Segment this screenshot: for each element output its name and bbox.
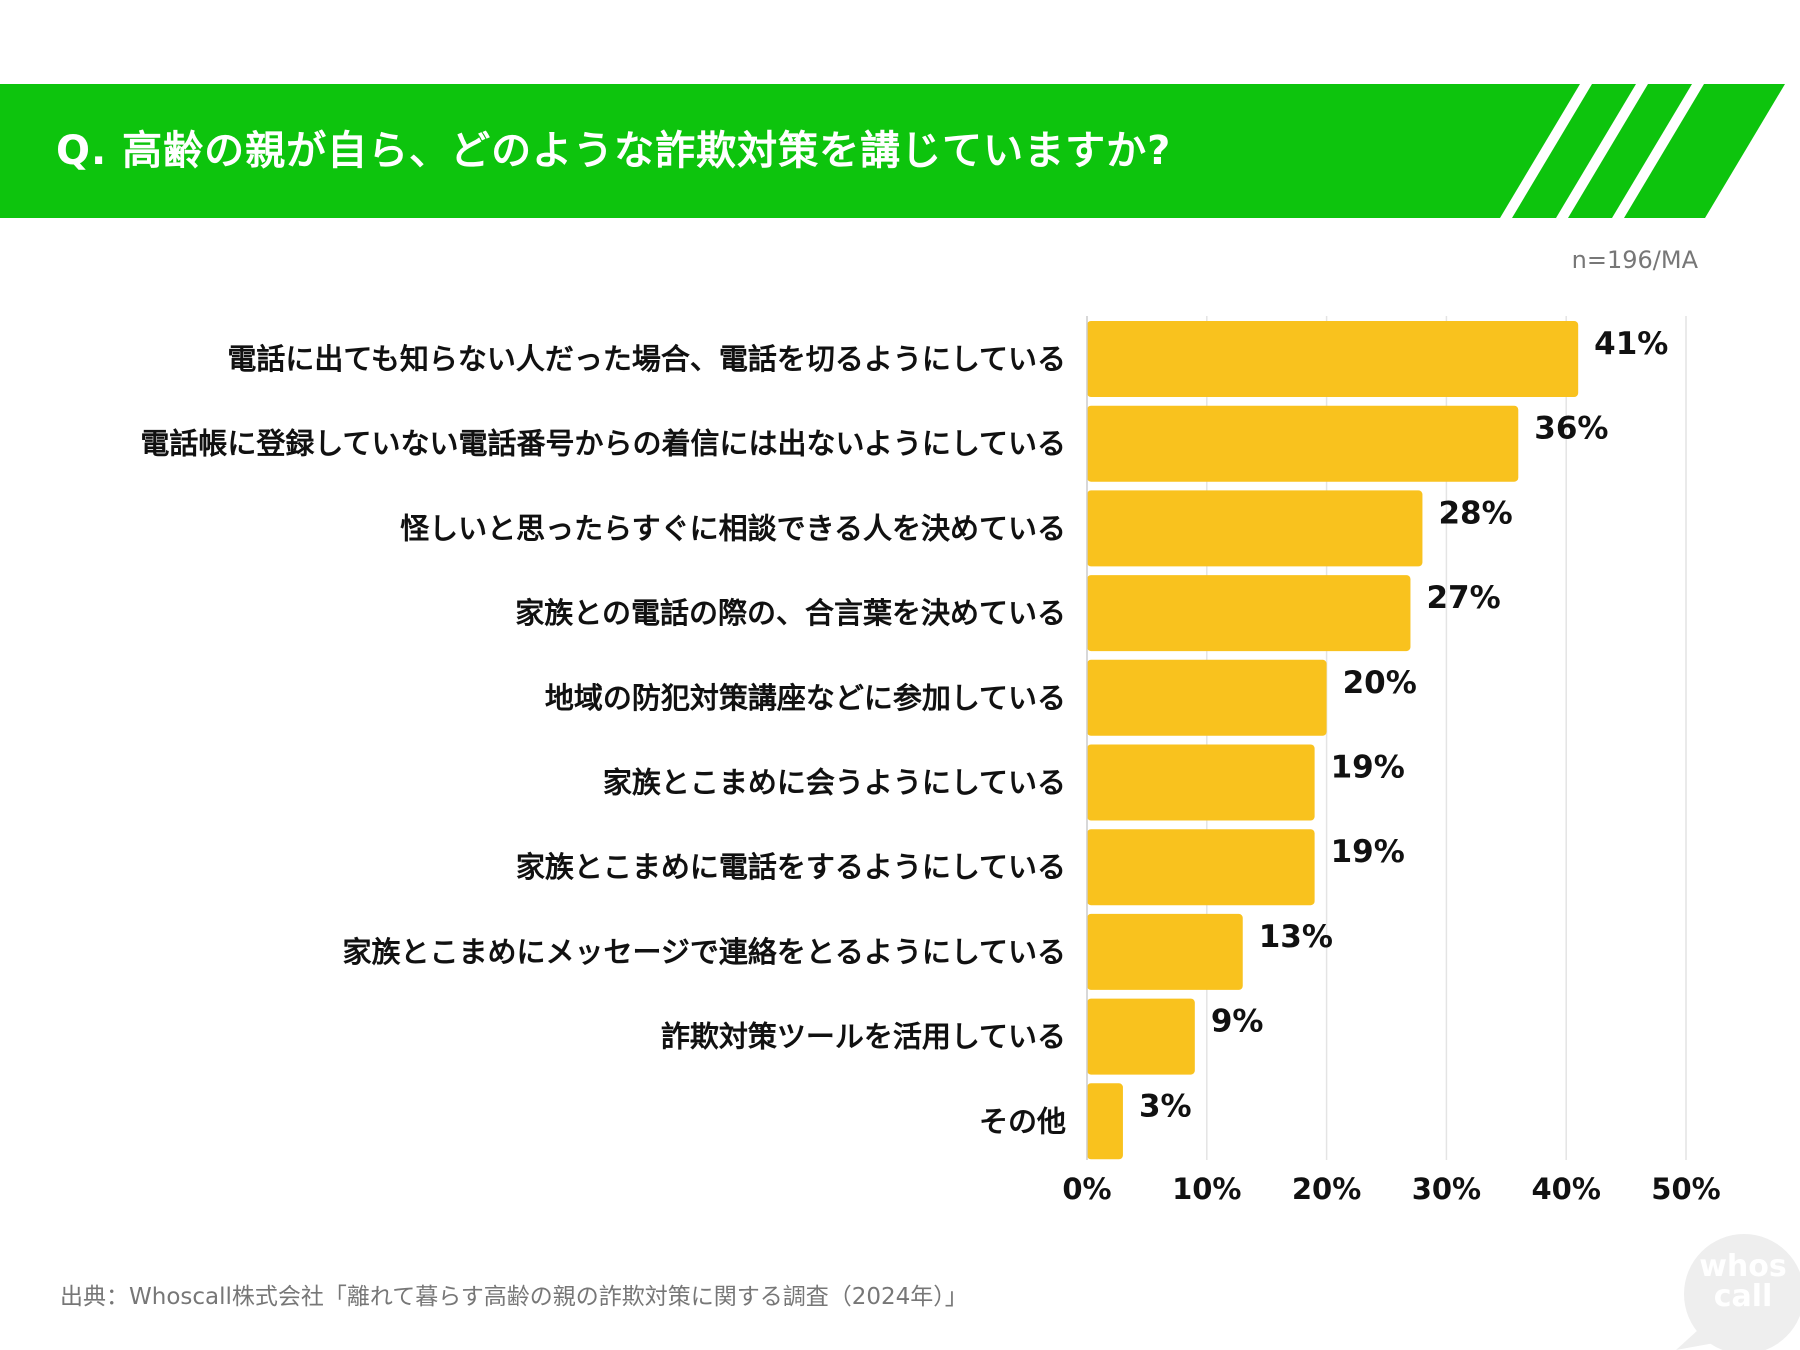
x-tick-label: 20% bbox=[1292, 1172, 1361, 1206]
banner-stripe-2 bbox=[1568, 84, 1692, 218]
data-label: 19% bbox=[1331, 750, 1405, 786]
data-label: 9% bbox=[1211, 1004, 1264, 1040]
category-label: 家族との電話の際の、合言葉を決めている bbox=[515, 596, 1066, 630]
category-label: 家族とこまめにメッセージで連絡をとるようにしている bbox=[342, 935, 1066, 969]
bar bbox=[1087, 490, 1423, 567]
logo-text-line1: whos bbox=[1699, 1249, 1787, 1284]
data-label: 36% bbox=[1534, 411, 1608, 447]
data-label: 28% bbox=[1438, 495, 1512, 531]
banner-stripe-1 bbox=[1512, 84, 1636, 218]
banner-main-shape bbox=[0, 84, 1580, 218]
logo-text: whos call bbox=[1688, 1252, 1798, 1312]
category-label: 電話に出ても知らない人だった場合、電話を切るようにしている bbox=[227, 342, 1066, 376]
bar bbox=[1087, 1083, 1123, 1160]
x-tick-label: 40% bbox=[1531, 1172, 1600, 1206]
bar bbox=[1087, 829, 1315, 906]
whoscall-logo: whos call bbox=[1668, 1222, 1800, 1350]
data-label: 27% bbox=[1426, 580, 1500, 616]
bar bbox=[1087, 575, 1411, 652]
bar bbox=[1087, 998, 1195, 1075]
category-label: その他 bbox=[979, 1104, 1066, 1138]
bar bbox=[1087, 321, 1579, 397]
banner-stripe-3 bbox=[1624, 84, 1785, 218]
x-tick-label: 50% bbox=[1651, 1172, 1720, 1206]
category-label: 家族とこまめに会うようにしている bbox=[603, 766, 1066, 800]
page-title: Q. 高齢の親が自ら、どのような詐欺対策を講じていますか? bbox=[56, 128, 1172, 174]
x-tick-label: 10% bbox=[1172, 1172, 1241, 1206]
data-label: 20% bbox=[1343, 665, 1417, 701]
category-label: 電話帳に登録していない電話番号からの着信には出ないようにしている bbox=[140, 427, 1066, 461]
bar bbox=[1087, 659, 1327, 736]
data-label: 13% bbox=[1259, 919, 1333, 955]
bar bbox=[1087, 405, 1519, 482]
logo-text-line2: call bbox=[1713, 1279, 1773, 1314]
category-label: 怪しいと思ったらすぐに相談できる人を決めている bbox=[400, 511, 1066, 545]
category-label: 詐欺対策ツールを活用している bbox=[661, 1020, 1066, 1054]
bar-chart: 電話に出ても知らない人だった場合、電話を切るようにしている 41% 電話帳に登録して… bbox=[140, 316, 1721, 1206]
data-label: 41% bbox=[1594, 326, 1668, 362]
data-label: 19% bbox=[1331, 834, 1405, 870]
bar bbox=[1087, 744, 1315, 821]
x-tick-label: 0% bbox=[1062, 1172, 1111, 1206]
logo-bubble-icon bbox=[1676, 1234, 1800, 1350]
sample-size-note: n=196/MA bbox=[1571, 246, 1698, 274]
banner-background bbox=[0, 84, 1785, 218]
category-label: 家族とこまめに電話をするようにしている bbox=[516, 850, 1066, 884]
source-citation: 出典：Whoscall株式会社「離れて暮らす高齢の親の詐欺対策に関する調査（20… bbox=[60, 1284, 968, 1310]
x-tick-label: 30% bbox=[1412, 1172, 1481, 1206]
data-label: 3% bbox=[1139, 1088, 1192, 1124]
category-label: 地域の防犯対策講座などに参加している bbox=[545, 681, 1066, 715]
bar bbox=[1087, 913, 1243, 990]
title-banner: Q. 高齢の親が自ら、どのような詐欺対策を講じていますか? bbox=[0, 84, 1800, 218]
